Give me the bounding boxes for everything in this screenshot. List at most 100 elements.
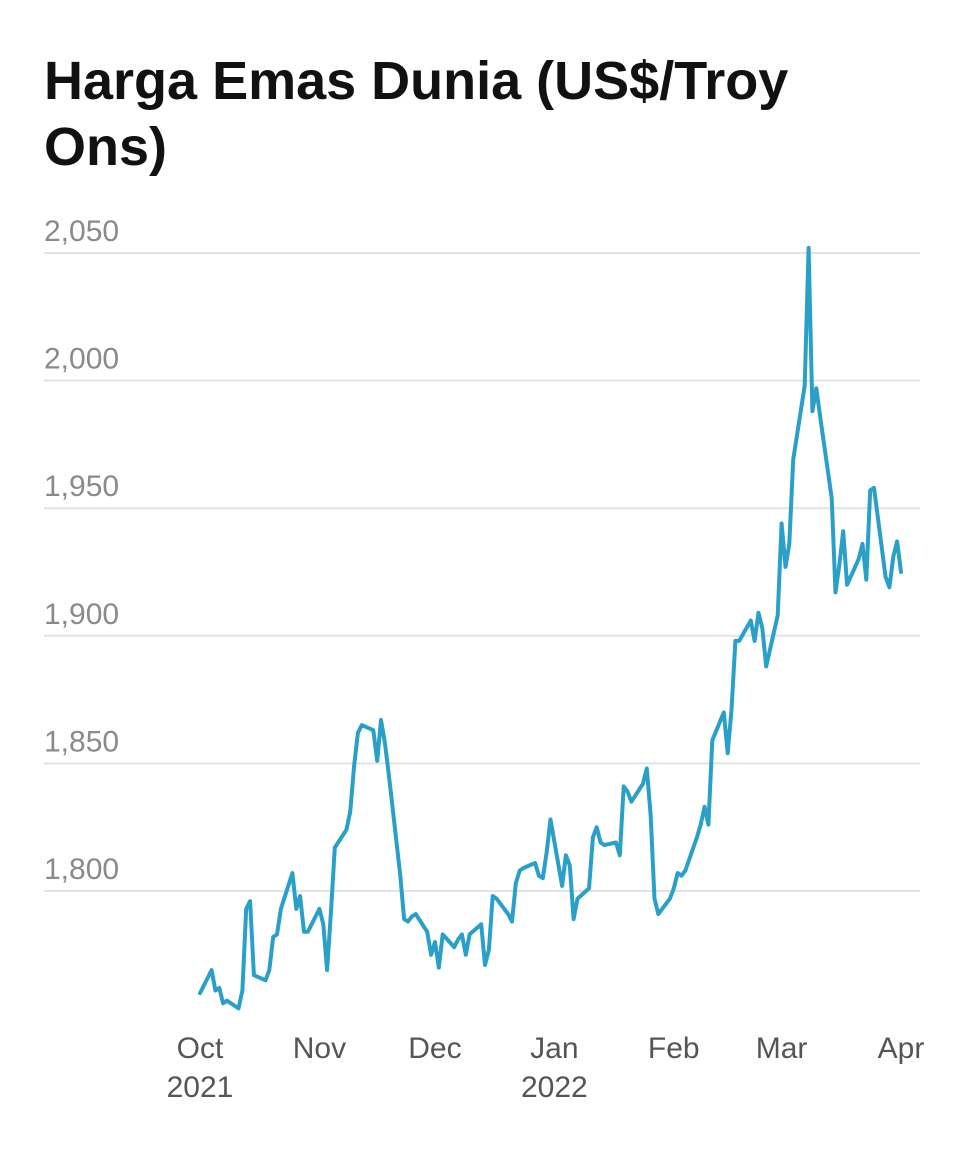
x-tick-label: Oct — [177, 1032, 224, 1065]
data-point — [406, 920, 410, 924]
x-tick-label: Dec — [408, 1032, 461, 1065]
data-point — [387, 772, 391, 776]
data-point — [479, 922, 483, 926]
data-point — [872, 486, 876, 490]
data-point — [780, 521, 784, 526]
data-point — [625, 789, 630, 794]
data-point — [649, 812, 653, 817]
data-point — [221, 1001, 225, 1005]
data-point — [787, 542, 791, 546]
data-point — [541, 876, 545, 880]
data-point — [321, 922, 325, 926]
y-tick-label: 2,000 — [44, 343, 119, 376]
data-point — [891, 555, 895, 559]
data-point — [568, 863, 572, 868]
data-point — [236, 1006, 241, 1011]
data-point — [837, 562, 842, 566]
y-tick-label: 1,800 — [44, 853, 119, 886]
data-point — [733, 639, 738, 643]
data-point — [429, 953, 433, 957]
data-point — [225, 999, 229, 1003]
data-point — [379, 718, 383, 722]
data-point — [198, 991, 202, 995]
data-point — [618, 853, 622, 857]
data-point — [548, 817, 553, 822]
data-point — [433, 940, 437, 944]
data-point — [452, 945, 456, 949]
data-point — [518, 869, 522, 873]
data-point — [514, 881, 518, 885]
data-point — [695, 835, 699, 840]
data-point — [302, 930, 306, 934]
data-point — [275, 932, 279, 937]
data-point — [749, 618, 753, 623]
data-point — [263, 978, 268, 982]
y-tick-label: 2,050 — [44, 215, 119, 248]
data-point — [348, 810, 352, 814]
data-point — [290, 871, 294, 875]
data-point — [737, 639, 741, 643]
data-point — [217, 986, 221, 990]
data-point — [726, 751, 730, 755]
data-point — [845, 583, 849, 587]
data-point — [729, 708, 734, 712]
x-tick-label: Apr — [878, 1032, 925, 1065]
data-point — [240, 988, 244, 993]
data-point — [899, 570, 903, 574]
data-point — [325, 968, 329, 972]
data-point — [764, 664, 768, 669]
data-point — [656, 912, 660, 916]
data-point — [683, 869, 687, 873]
data-point — [456, 937, 460, 942]
x-tick-label: Jan — [530, 1032, 578, 1065]
x-tick-label: Feb — [648, 1032, 700, 1065]
data-point — [629, 800, 634, 804]
data-point — [210, 968, 214, 972]
data-point — [521, 866, 526, 870]
data-point — [887, 585, 892, 589]
data-point — [425, 930, 429, 934]
data-point — [595, 825, 599, 829]
data-point — [599, 840, 603, 845]
data-point — [298, 894, 302, 898]
data-point — [814, 386, 818, 390]
series-layer — [198, 245, 903, 1011]
data-point — [884, 575, 888, 579]
data-point — [468, 932, 472, 937]
data-point — [564, 853, 568, 857]
data-point — [710, 738, 714, 743]
data-point — [783, 565, 788, 569]
y-tick-label: 1,900 — [44, 598, 119, 631]
data-point — [676, 871, 680, 875]
data-point — [668, 897, 672, 901]
data-point — [294, 907, 298, 911]
gridlines — [44, 252, 920, 892]
data-point — [437, 966, 441, 970]
data-point — [248, 899, 252, 903]
x-tick-label: Nov — [293, 1032, 346, 1065]
data-point — [487, 948, 491, 952]
data-point — [441, 932, 445, 937]
data-point — [756, 611, 761, 615]
data-point — [868, 488, 872, 492]
data-point — [533, 861, 537, 865]
chart-title: Harga Emas Dunia (US$/Troy Ons) — [44, 51, 789, 177]
data-point — [317, 907, 321, 911]
data-point — [641, 782, 645, 786]
data-point — [791, 458, 795, 462]
data-point — [271, 935, 275, 939]
data-point — [491, 894, 495, 898]
data-point — [545, 851, 549, 855]
data-point — [560, 884, 564, 888]
data-point — [356, 731, 360, 735]
y-axis-tick-labels: 2,050 2,000 1,950 1,900 1,850 1,800 — [44, 215, 119, 886]
data-point — [244, 907, 248, 911]
data-point — [830, 496, 834, 500]
data-point — [652, 897, 657, 901]
data-point — [506, 912, 510, 916]
data-point — [383, 741, 387, 745]
data-point — [803, 384, 807, 388]
data-point — [495, 897, 499, 901]
data-point — [622, 784, 626, 789]
